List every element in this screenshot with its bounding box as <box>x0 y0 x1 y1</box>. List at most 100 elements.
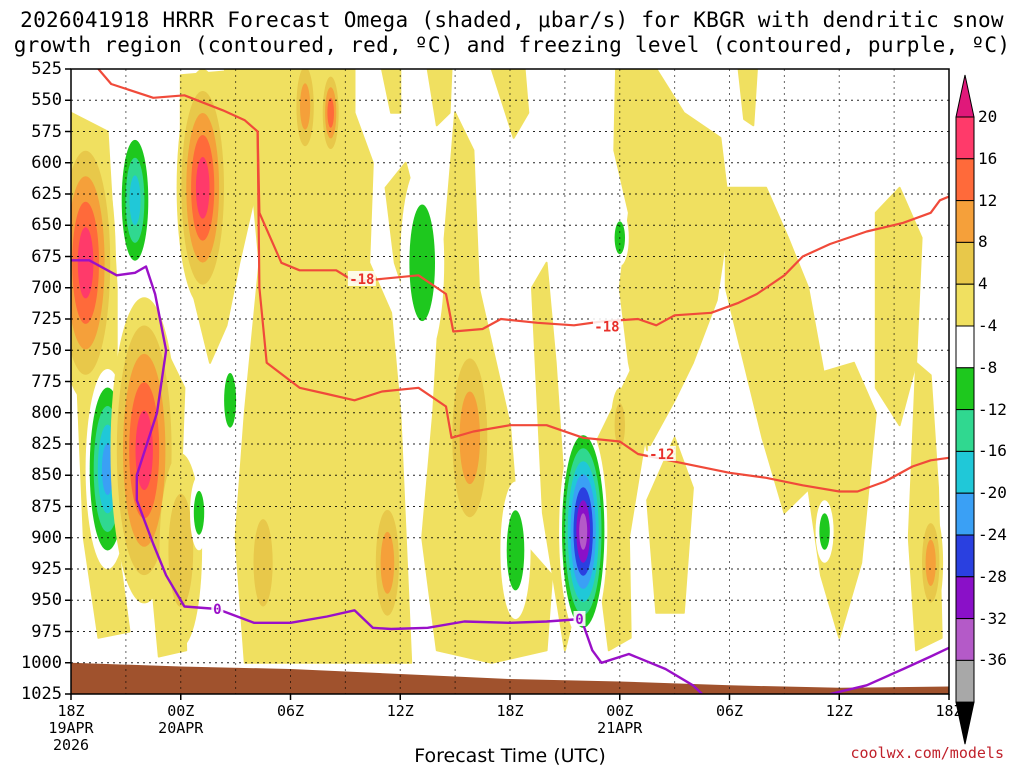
x-tick-label: 18Z <box>935 702 963 720</box>
y-tick-label: 1025 <box>21 684 62 704</box>
dgz-contour-label: -18 <box>594 320 619 336</box>
omega-cell <box>370 487 404 638</box>
omega-cell <box>559 422 608 641</box>
x-tick-label: 12Z <box>825 702 853 720</box>
x-tick-label: 00Z 20APR <box>158 702 204 737</box>
y-tick-label: 575 <box>31 121 62 142</box>
y-tick-label: 950 <box>31 590 62 611</box>
y-tick-label: 600 <box>31 152 62 173</box>
omega-contour-level <box>380 531 395 594</box>
omega-contour-level <box>195 157 210 219</box>
colorbar-tick-label: -20 <box>978 483 1007 503</box>
x-tick-label: 12Z <box>386 702 414 720</box>
omega-contour-level <box>459 391 480 485</box>
omega-cell <box>190 475 208 551</box>
x-tick-label: 18Z 19APR 2026 <box>48 702 94 754</box>
colorbar-bin <box>955 576 975 620</box>
freezing-contour-label: 0 <box>213 602 221 618</box>
colorbar-tick-label: -36 <box>978 650 1007 670</box>
y-tick-label: 750 <box>31 340 62 361</box>
y-tick-label: 975 <box>31 621 62 642</box>
y-tick-label: 1000 <box>21 652 62 673</box>
colorbar-tick-label: 8 <box>978 232 988 252</box>
colorbar-bin <box>955 367 975 411</box>
omega-yellow-region <box>426 69 453 127</box>
colorbar-bin <box>955 241 975 285</box>
plot-frame <box>70 68 950 695</box>
colorbar-bin <box>955 618 975 661</box>
y-tick-label: 525 <box>31 59 62 79</box>
omega-yellow-region <box>490 69 530 139</box>
colorbar-tick-label: -24 <box>978 525 1007 544</box>
colorbar-tick-label: -8 <box>978 357 998 377</box>
dgz-contour <box>256 131 949 493</box>
omega-contour-level <box>925 539 936 586</box>
omega-contour-level <box>224 373 237 428</box>
contour-labels: -18 -18 -12 0 0 <box>211 271 676 628</box>
chart-title-line1: 2026041918 HRRR Forecast Omega (shaded, … <box>20 8 1004 32</box>
x-tick-label: 18Z <box>496 702 524 720</box>
y-tick-label: 925 <box>31 559 62 579</box>
contour-label-bg <box>647 446 676 461</box>
x-tick-label: 06Z <box>276 702 305 720</box>
colorbar-bin <box>955 492 975 536</box>
dgz-contour-label: -18 <box>349 272 374 288</box>
y-tick-label: 700 <box>31 277 62 298</box>
colorbar-tick-label: 16 <box>978 148 998 168</box>
credit-link[interactable]: coolwx.com/models <box>850 744 1004 762</box>
omega-yellow-region <box>737 69 758 127</box>
colorbar-bin <box>955 659 975 703</box>
omega-cell <box>117 122 153 279</box>
omega-contour-level <box>819 513 830 550</box>
omega-cell <box>400 162 445 363</box>
omega-contour-level <box>193 490 205 535</box>
colorbar-bin <box>955 409 975 452</box>
omega-cell <box>445 325 495 551</box>
colorbar-bin <box>955 534 975 578</box>
colorbar-tick-label: -4 <box>978 316 998 335</box>
x-tick-label: 06Z <box>715 702 744 720</box>
omega-cell <box>320 69 341 160</box>
contour-label-bg <box>347 271 376 286</box>
omega-cell <box>246 487 280 638</box>
omega-contour-level <box>77 227 94 299</box>
contour-label-bg <box>211 601 224 616</box>
colorbar-tick-label: 12 <box>978 190 998 210</box>
y-tick-label: 725 <box>31 309 62 329</box>
dgz-contour-label: -12 <box>649 447 674 463</box>
dgz-contour <box>97 69 949 333</box>
y-tick-label: 900 <box>31 527 62 548</box>
x-axis-label: Forecast Time (UTC) <box>414 745 606 767</box>
colorbar-bin <box>955 283 975 327</box>
colorbar-tick-label: 4 <box>978 274 988 294</box>
freezing-level-contour <box>829 646 949 694</box>
colorbar-tick-label: -28 <box>978 566 1007 586</box>
y-tick-label: 800 <box>31 402 62 423</box>
y-tick-label: 775 <box>31 371 62 392</box>
colorbar-tick-label: -12 <box>978 399 1007 419</box>
omega-contour-level <box>409 204 436 322</box>
omega-contour-level <box>506 510 525 591</box>
freezing-contour-label: 0 <box>575 612 583 628</box>
omega-cell <box>918 506 944 620</box>
y-tick-label: 675 <box>31 246 62 267</box>
colorbar-bin <box>955 200 975 243</box>
omega-cell <box>71 125 116 401</box>
colorbar <box>955 74 975 745</box>
omega-cell <box>219 353 241 448</box>
contour-label-bg <box>573 611 586 626</box>
omega-cell <box>292 69 318 163</box>
omega-cell <box>176 69 229 307</box>
y-tick-label: 850 <box>31 465 62 486</box>
omega-contour-level <box>129 175 141 226</box>
omega-contour-level <box>327 97 335 128</box>
y-tick-label: 875 <box>31 496 62 517</box>
omega-contour-level <box>101 443 114 495</box>
colorbar-tick-label: -32 <box>978 608 1007 628</box>
colorbar-bottom-arrow <box>955 701 975 745</box>
colorbar-tick-label: 20 <box>978 107 998 126</box>
x-tick-label: 00Z 21APR <box>597 702 643 737</box>
colorbar-bin <box>955 450 975 494</box>
chart-title-line2: growth region (contoured, red, ºC) and f… <box>13 33 1011 57</box>
